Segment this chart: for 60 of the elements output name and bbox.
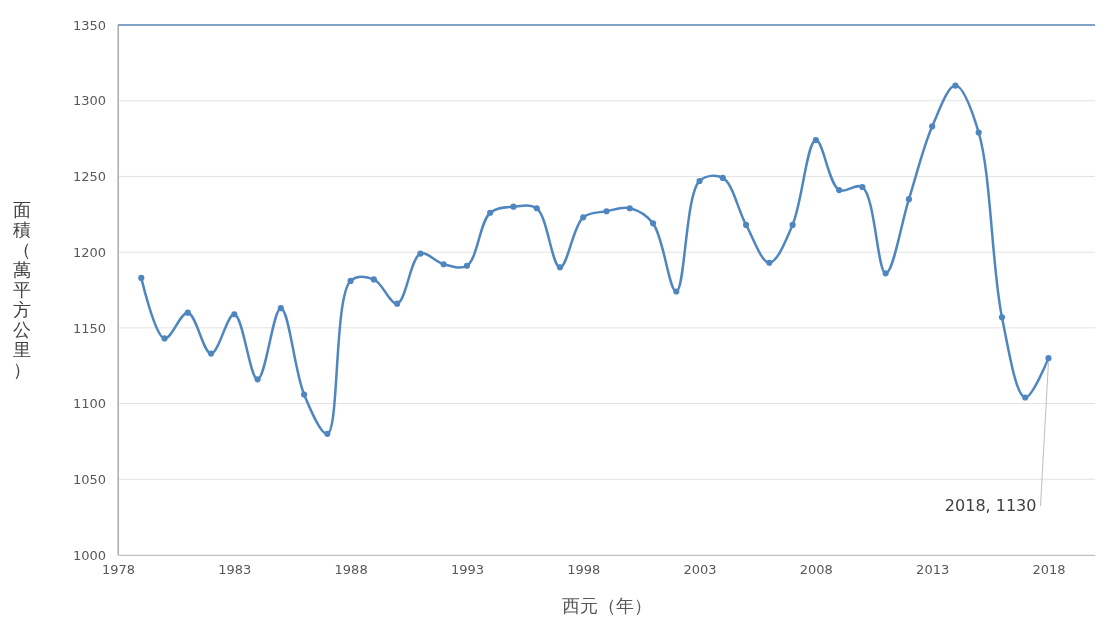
point <box>1045 355 1052 362</box>
point <box>905 196 912 203</box>
point <box>742 221 750 228</box>
x-tick-label: 1993 <box>450 562 484 578</box>
x-tick-label: 1983 <box>218 562 252 578</box>
x-tick-label: 2013 <box>916 562 950 578</box>
x-tick-label: 2008 <box>799 562 833 578</box>
y-tick-label: 1150 <box>72 320 106 336</box>
point <box>231 311 238 318</box>
annotation: 2018, 1130 <box>944 496 1037 516</box>
y-tick-label: 1350 <box>72 17 106 33</box>
y-tick-label: 1200 <box>72 244 106 260</box>
x-tick-label: 1988 <box>334 562 368 578</box>
text: 面積（萬平方公里） <box>13 199 31 380</box>
x-axis-title: 西元（年） <box>561 595 652 616</box>
point <box>301 391 308 398</box>
point <box>556 264 564 271</box>
x-tick-label: 2003 <box>683 562 717 578</box>
point <box>1022 394 1029 401</box>
y-tick-label: 1000 <box>72 547 106 563</box>
point <box>463 262 471 269</box>
point <box>836 186 843 194</box>
point <box>603 208 610 215</box>
y-tick-label: 1300 <box>72 93 106 109</box>
x-tick-label: 1998 <box>567 562 601 578</box>
point <box>859 183 866 191</box>
point <box>510 203 517 210</box>
point <box>324 430 331 437</box>
x-tick-label: 2018 <box>1032 562 1066 578</box>
point <box>882 270 889 277</box>
point <box>649 220 657 227</box>
point <box>998 314 1006 321</box>
point <box>161 335 168 342</box>
point <box>952 82 959 89</box>
point <box>254 376 261 383</box>
point <box>417 250 424 257</box>
point <box>766 259 773 266</box>
point <box>347 277 354 284</box>
point <box>626 205 633 212</box>
point <box>812 137 819 144</box>
point <box>975 129 982 136</box>
point <box>696 177 703 185</box>
point <box>719 174 726 182</box>
point <box>277 305 284 312</box>
point <box>138 274 145 281</box>
point <box>394 300 401 307</box>
point <box>789 221 796 228</box>
point <box>370 276 377 283</box>
y-tick-label: 1250 <box>72 169 106 185</box>
point <box>673 288 680 295</box>
point <box>184 309 191 316</box>
y-tick-label: 1050 <box>72 471 106 487</box>
point <box>580 214 587 221</box>
point <box>207 350 215 357</box>
point <box>487 209 494 216</box>
point <box>929 123 936 130</box>
x-tick-label: 1978 <box>101 562 136 578</box>
y-tick-label: 1100 <box>72 396 106 412</box>
point <box>533 205 540 212</box>
point <box>440 261 447 268</box>
